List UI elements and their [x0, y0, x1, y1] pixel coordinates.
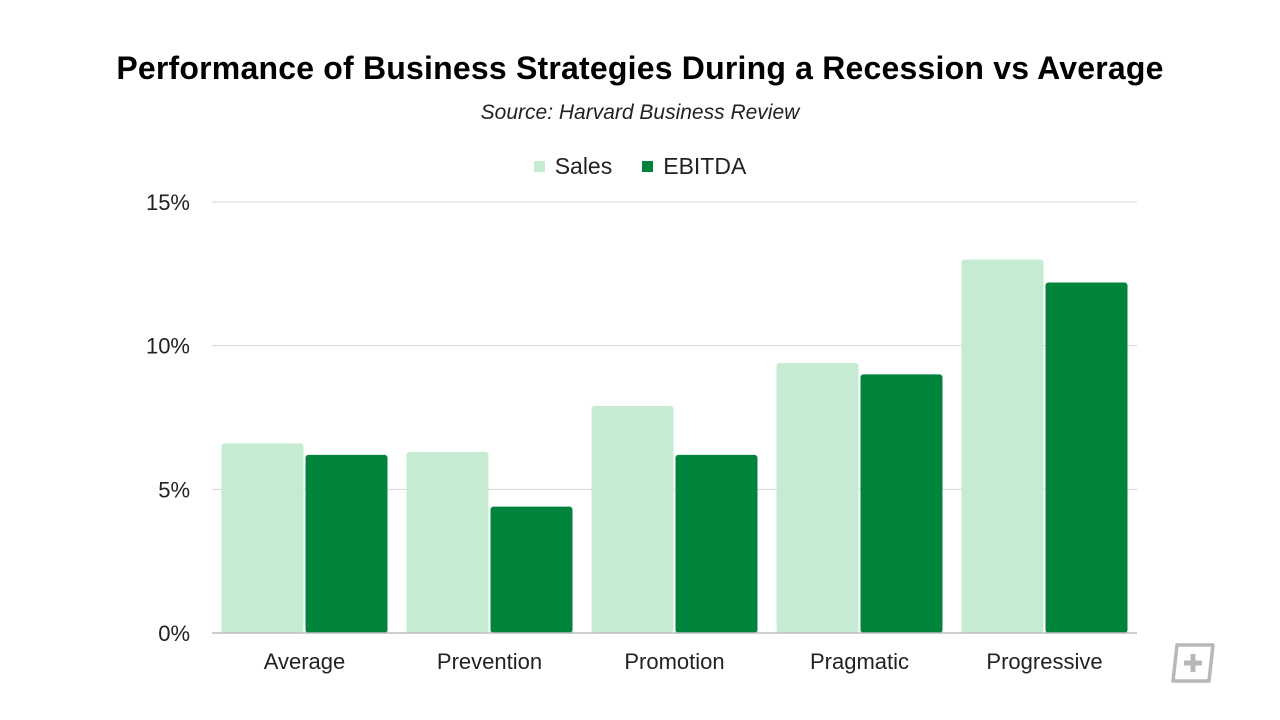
y-tick-label: 0% — [158, 621, 190, 646]
legend-label-sales: Sales — [554, 153, 613, 179]
bar-ebitda-prevention — [490, 506, 573, 633]
x-tick-label: Progressive — [986, 649, 1102, 674]
bar-ebitda-progressive — [1045, 282, 1128, 633]
y-tick-label: 5% — [158, 477, 190, 502]
bar-ebitda-promotion — [675, 454, 758, 633]
bar-ebitda-pragmatic — [860, 374, 943, 633]
bar-ebitda-average — [305, 454, 388, 633]
bar-sales-prevention — [406, 451, 489, 633]
bar-sales-promotion — [591, 406, 674, 633]
x-tick-label: Average — [264, 649, 346, 674]
plus-box-logo-icon — [1171, 643, 1215, 683]
y-tick-label: 10% — [146, 334, 190, 359]
chart-title: Performance of Business Strategies Durin… — [116, 50, 1164, 86]
chart-legend: Sales EBITDA — [0, 153, 1280, 180]
legend-item-sales: Sales — [533, 153, 613, 180]
legend-label-ebitda: EBITDA — [663, 153, 747, 179]
x-tick-label: Pragmatic — [810, 649, 909, 674]
x-tick-label: Promotion — [624, 649, 724, 674]
legend-swatch-sales — [533, 161, 545, 172]
bar-sales-progressive — [961, 259, 1044, 633]
y-tick-label: 15% — [146, 190, 190, 215]
legend-item-ebitda: EBITDA — [642, 153, 746, 180]
bar-sales-average — [221, 443, 304, 633]
chart-subtitle: Source: Harvard Business Review — [480, 101, 800, 124]
bar-sales-pragmatic — [776, 362, 859, 633]
x-tick-label: Prevention — [437, 649, 542, 674]
legend-swatch-ebitda — [642, 161, 654, 172]
